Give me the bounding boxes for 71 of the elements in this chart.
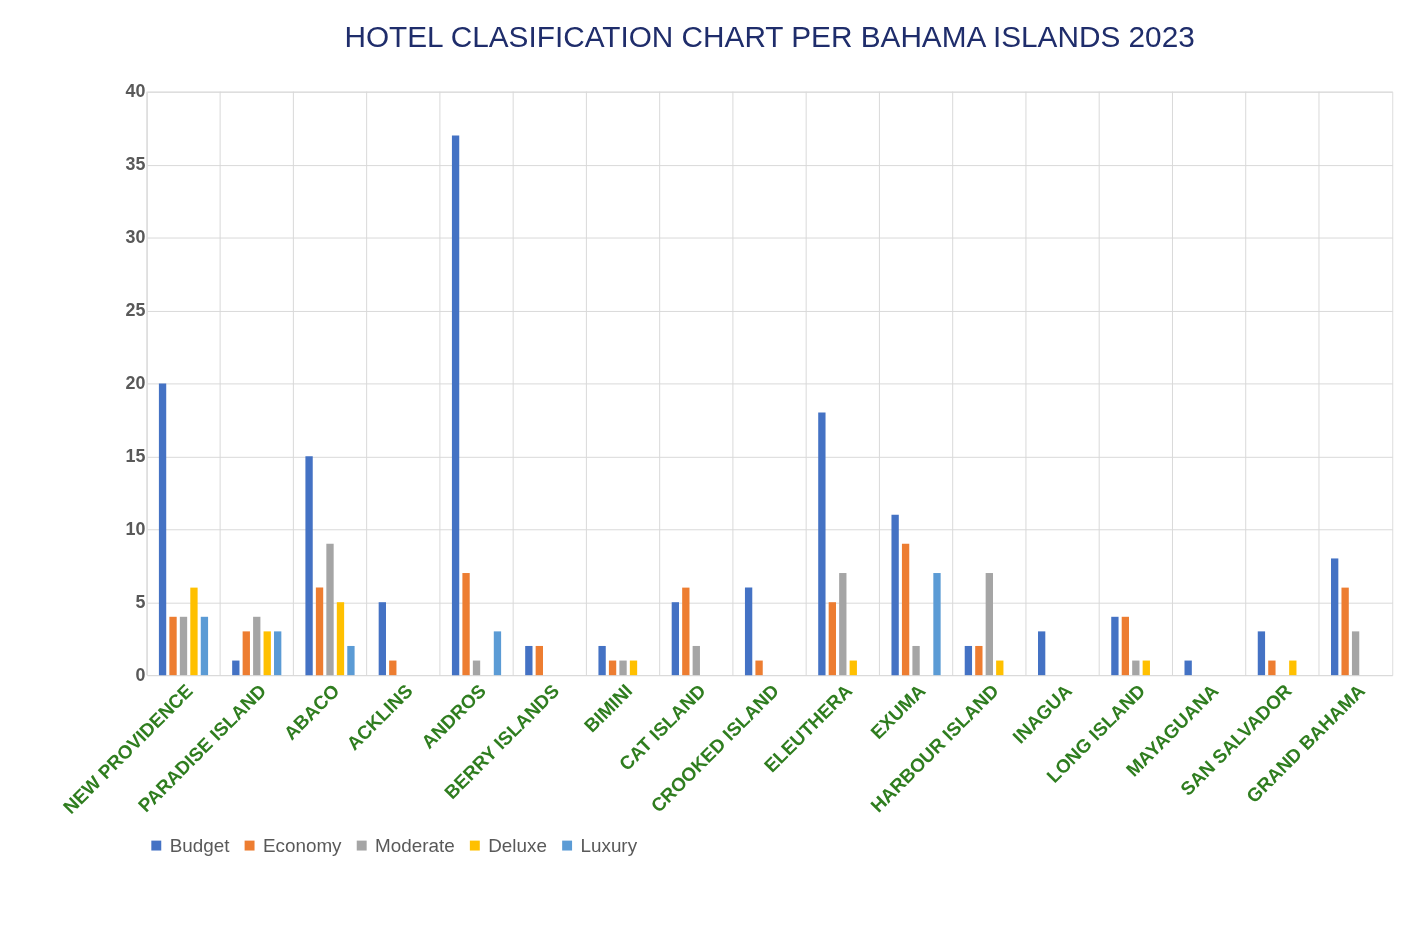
bar: [336, 602, 345, 676]
bar: [274, 631, 282, 676]
bar: [169, 616, 177, 676]
bar: [179, 616, 188, 676]
bar: [828, 602, 836, 676]
bar: [242, 631, 250, 676]
bar: [682, 587, 690, 676]
bar: [378, 602, 386, 676]
bar: [525, 645, 533, 676]
y-tick-label: 0: [135, 664, 146, 685]
bar: [1037, 631, 1046, 676]
bar: [964, 645, 973, 676]
legend-label: Moderate: [375, 834, 455, 856]
bar: [755, 660, 763, 676]
y-tick-label: 10: [125, 518, 146, 539]
bar: [891, 514, 899, 676]
bar: [389, 660, 397, 676]
y-tick-label: 15: [125, 445, 146, 466]
bar: [1257, 631, 1266, 676]
bar: [975, 645, 983, 676]
bar: [619, 660, 627, 676]
chart-title: HOTEL CLASIFICATION CHART PER BAHAMA ISLANDS 2023: [344, 20, 1195, 53]
y-tick-label: 30: [125, 226, 146, 247]
bar: [1142, 660, 1150, 676]
bar: [472, 660, 481, 676]
bar: [1331, 558, 1339, 676]
bar: [598, 645, 606, 676]
y-tick-label: 20: [125, 372, 146, 393]
bar: [347, 645, 355, 676]
bar: [1351, 631, 1360, 676]
bar: [1184, 660, 1192, 676]
bar: [326, 543, 334, 676]
bar: [901, 543, 910, 676]
bar: [818, 412, 826, 676]
bar: [263, 631, 271, 676]
bar: [671, 602, 680, 676]
bar: [158, 383, 167, 676]
bar: [305, 456, 313, 676]
legend-label: Economy: [262, 834, 343, 856]
bar: [839, 573, 847, 676]
legend-label: Budget: [169, 834, 231, 856]
bar: [200, 616, 209, 676]
bar: [462, 573, 470, 676]
bar: [849, 660, 857, 676]
bar: [1132, 660, 1140, 676]
y-tick-label: 35: [125, 154, 146, 175]
bar: [190, 587, 198, 676]
bar: [933, 573, 941, 676]
bar: [608, 660, 617, 676]
bar: [493, 631, 502, 676]
bar: [1268, 660, 1276, 676]
bar: [1289, 660, 1297, 676]
bar: [692, 645, 700, 676]
legend-label: Luxury: [580, 834, 638, 856]
y-tick-label: 25: [125, 299, 146, 320]
bar: [744, 587, 753, 676]
y-tick-label: 40: [125, 81, 146, 102]
bar: [232, 660, 240, 676]
bar: [451, 135, 460, 676]
bar: [912, 645, 920, 676]
bar: [1111, 616, 1119, 676]
bar: [629, 660, 638, 676]
bar: [535, 645, 543, 676]
bar: [315, 587, 324, 676]
bar: [1121, 616, 1130, 676]
legend-label: Deluxe: [488, 834, 547, 856]
bar: [1341, 587, 1349, 676]
y-tick-label: 5: [135, 591, 146, 612]
bar: [985, 573, 993, 676]
bar: [253, 616, 261, 676]
bar: [996, 660, 1004, 676]
